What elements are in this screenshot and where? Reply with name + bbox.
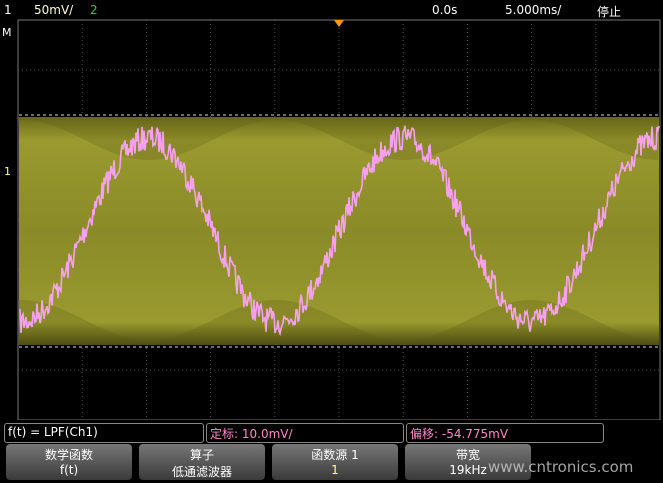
trigger-marker [334,20,344,27]
math-marker: M [2,26,12,39]
watermark: www.cntronics.com [488,458,634,476]
scale-box: 定标: 10.0mV/ [206,423,404,443]
math-trace [19,125,660,337]
run-state: 停止 [597,5,622,19]
softkey-value: 19kHz [449,463,487,477]
softkey-value: 低通滤波器 [171,465,232,479]
ch1-scale: 50mV/ [34,3,74,17]
softkey[interactable]: 带宽 19kHz [405,444,531,480]
softkey-label: 算子 [189,448,214,462]
ch2-label: 2 [90,3,98,17]
waveform-display: M 1 [2,19,661,420]
ch1-label: 1 [4,3,12,17]
softkey-label: 数学函数 [44,448,93,462]
softkey-value: f(t) [59,463,79,477]
softkey[interactable]: 数学函数 f(t) [6,444,132,480]
offset-label: 偏移: -54.775mV [410,427,509,441]
softkey-label: 函数源 1 [311,448,359,462]
function-box: f(t) = LPF(Ch1) [4,423,204,443]
scale-label: 定标: 10.0mV/ [210,427,293,441]
softkey-label: 带宽 [455,448,480,462]
channel-marker: 1 [4,165,11,178]
offset-box: 偏移: -54.775mV [406,423,604,443]
function-label: f(t) = LPF(Ch1) [8,425,98,439]
time-scale: 5.000ms/ [505,3,562,17]
time-offset: 0.0s [432,3,458,17]
softkey[interactable]: 算子 低通滤波器 [139,444,265,480]
softkey-value: 1 [331,463,339,477]
